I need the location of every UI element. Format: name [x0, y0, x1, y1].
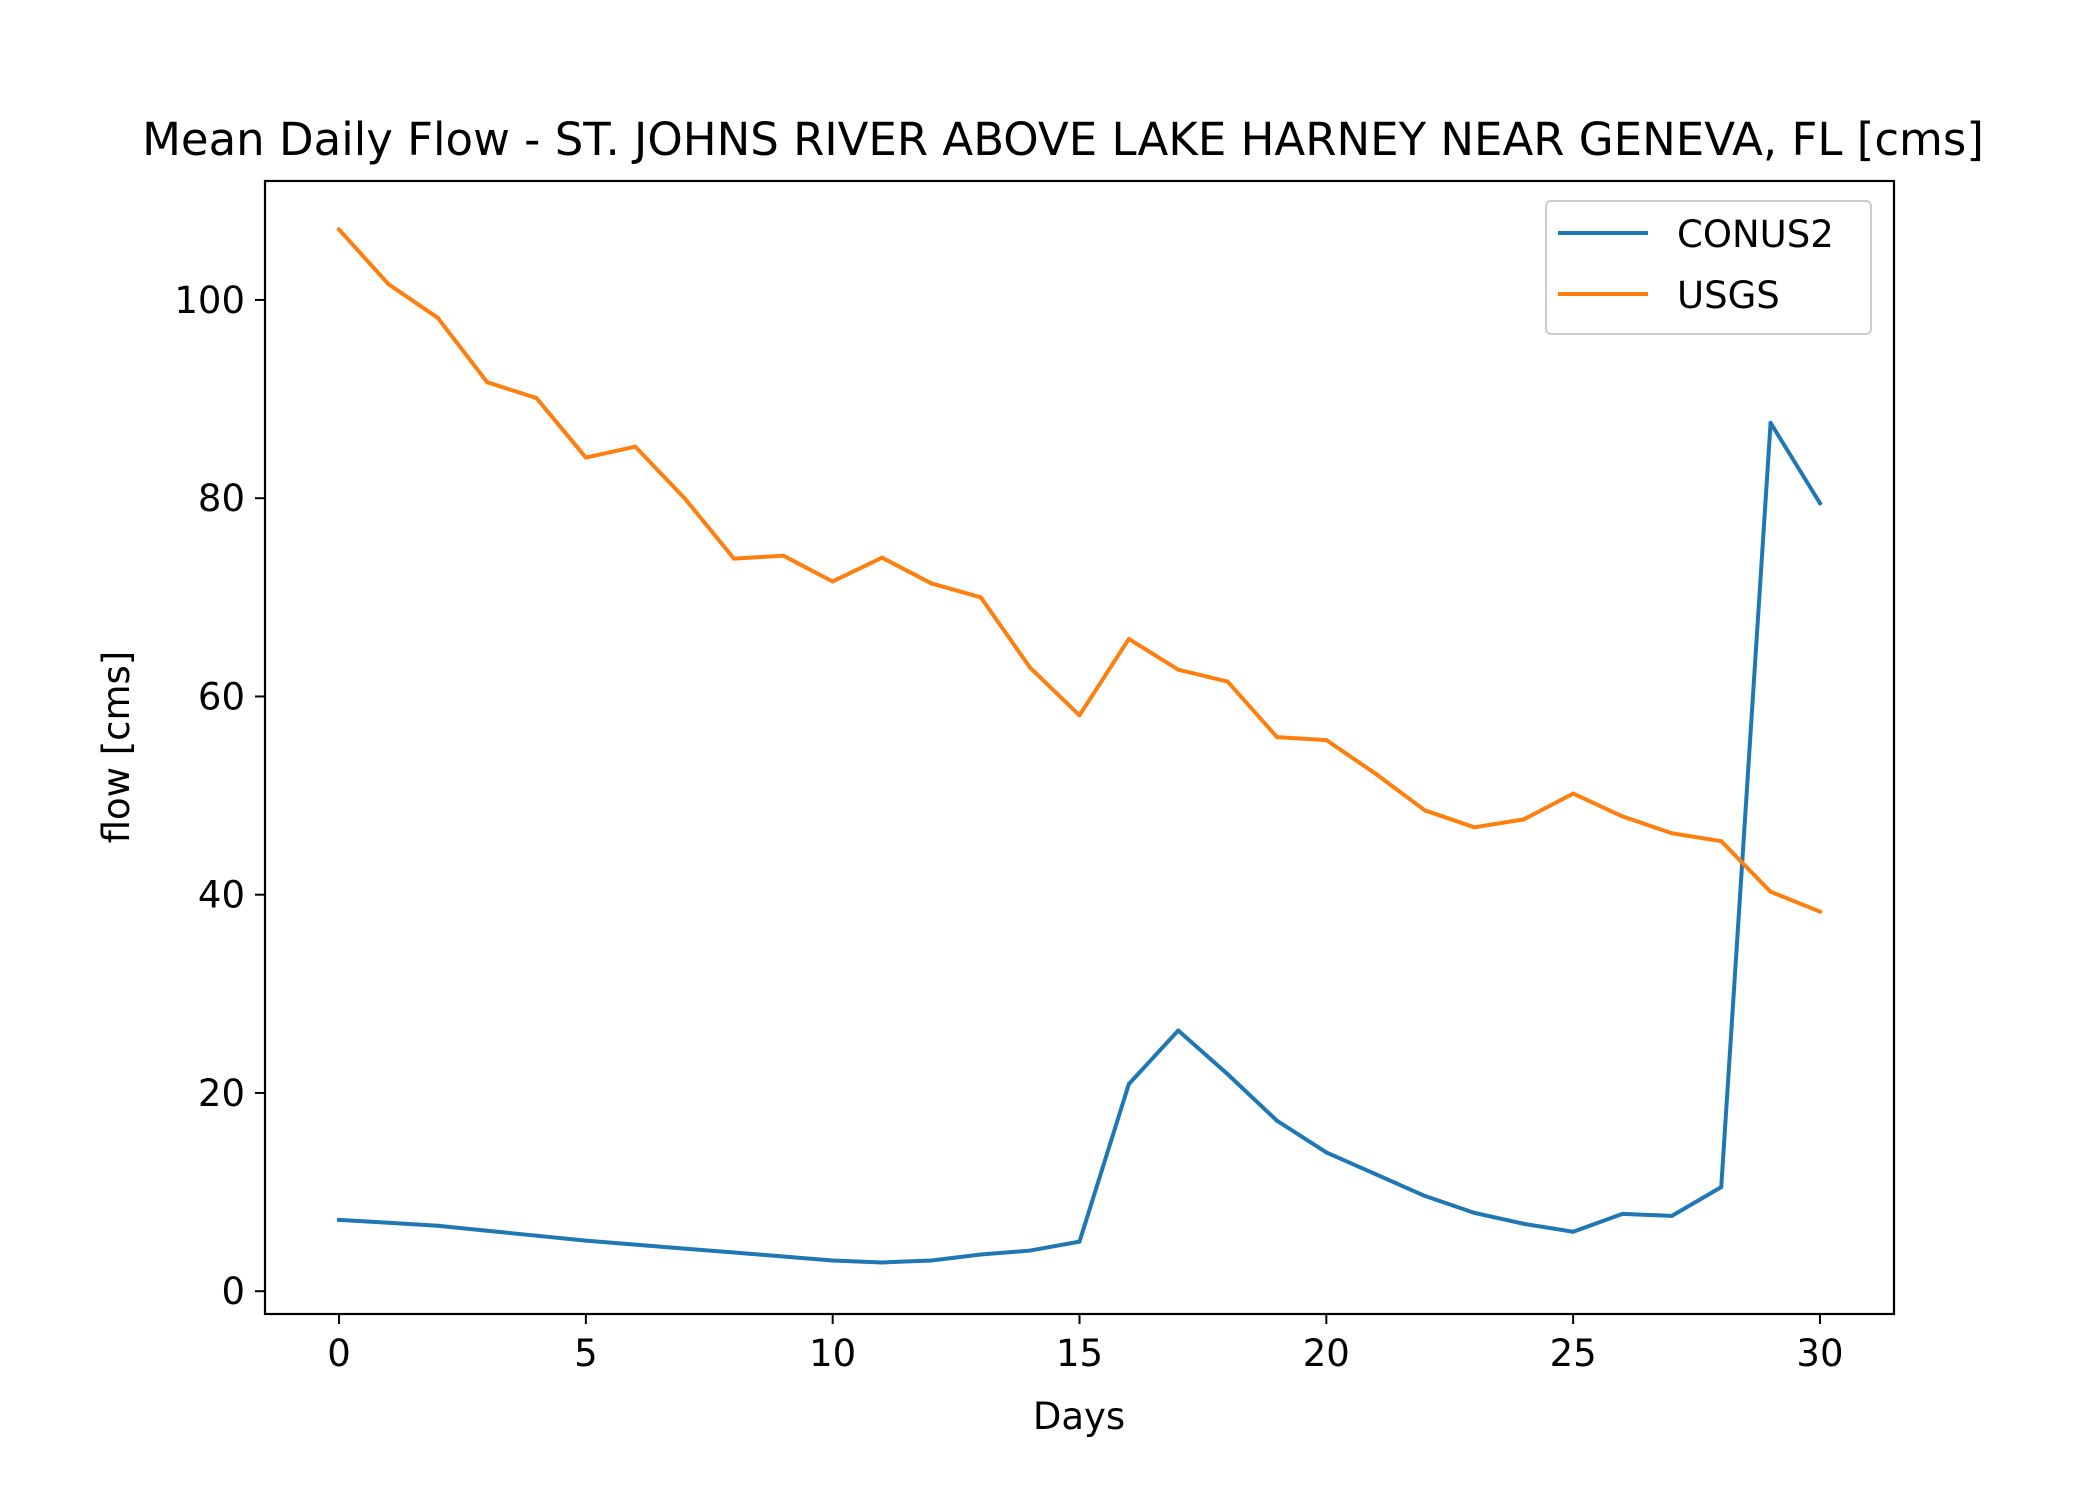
data-point-conus2: [1719, 1185, 1724, 1190]
data-point-conus2: [1669, 1213, 1674, 1218]
data-point-usgs: [1423, 808, 1428, 813]
y-axis-label: flow [cms]: [95, 651, 138, 844]
data-point-usgs: [435, 315, 440, 320]
chart-title: Mean Daily Flow - ST. JOHNS RIVER ABOVE …: [142, 113, 1984, 166]
y-tick-label: 40: [198, 874, 245, 917]
data-point-conus2: [1768, 420, 1773, 425]
data-point-usgs: [1028, 665, 1033, 670]
data-point-usgs: [485, 380, 490, 385]
y-tick-label: 60: [198, 675, 245, 718]
data-point-conus2: [337, 1217, 342, 1222]
data-point-usgs: [337, 227, 342, 232]
data-point-usgs: [1768, 889, 1773, 894]
data-point-usgs: [1620, 814, 1625, 819]
data-point-usgs: [682, 496, 687, 501]
data-point-conus2: [929, 1258, 934, 1263]
y-tick-label: 100: [174, 279, 245, 322]
data-point-conus2: [583, 1238, 588, 1243]
data-point-usgs: [1571, 791, 1576, 796]
data-point-usgs: [978, 595, 983, 600]
data-point-conus2: [1423, 1194, 1428, 1199]
data-point-conus2: [1571, 1229, 1576, 1234]
data-point-conus2: [1817, 501, 1822, 506]
x-tick-label: 20: [1303, 1332, 1350, 1375]
data-point-conus2: [1225, 1072, 1230, 1077]
series-layer: [336, 226, 1823, 1265]
data-point-conus2: [682, 1246, 687, 1251]
data-point-usgs: [534, 396, 539, 401]
y-tick-label: 20: [198, 1072, 245, 1115]
y-axis: 0 20 40 60 80 100: [174, 279, 265, 1313]
data-point-usgs: [1077, 713, 1082, 718]
y-tick-label: 0: [221, 1270, 245, 1313]
x-tick-label: 5: [574, 1332, 598, 1375]
data-point-conus2: [830, 1258, 835, 1263]
data-point-usgs: [583, 455, 588, 460]
data-point-conus2: [435, 1223, 440, 1228]
data-point-conus2: [1373, 1172, 1378, 1177]
data-point-usgs: [880, 555, 885, 560]
data-point-conus2: [731, 1250, 736, 1255]
y-tick-label: 80: [198, 477, 245, 520]
data-point-usgs: [1373, 771, 1378, 776]
data-point-usgs: [929, 581, 934, 586]
data-point-conus2: [1274, 1118, 1279, 1123]
data-point-usgs: [633, 444, 638, 449]
data-point-conus2: [485, 1228, 490, 1233]
data-point-usgs: [731, 556, 736, 561]
x-tick-label: 0: [327, 1332, 351, 1375]
data-point-usgs: [386, 282, 391, 287]
data-point-conus2: [386, 1220, 391, 1225]
legend: CONUS2 USGS: [1545, 200, 1872, 335]
x-tick-label: 30: [1796, 1332, 1843, 1375]
data-point-conus2: [1521, 1221, 1526, 1226]
x-tick-label: 10: [809, 1332, 856, 1375]
data-point-conus2: [1176, 1028, 1181, 1033]
data-point-usgs: [1719, 839, 1724, 844]
x-axis: 0 5 10 15 20 25 30: [327, 1314, 1844, 1375]
data-point-conus2: [781, 1254, 786, 1259]
legend-label-conus2: CONUS2: [1677, 213, 1834, 256]
x-tick-label: 15: [1056, 1332, 1103, 1375]
data-point-conus2: [1077, 1239, 1082, 1244]
data-point-usgs: [1274, 735, 1279, 740]
data-point-usgs: [1669, 831, 1674, 836]
data-point-conus2: [1028, 1248, 1033, 1253]
data-point-conus2: [534, 1233, 539, 1238]
data-point-conus2: [633, 1242, 638, 1247]
data-point-usgs: [1472, 825, 1477, 830]
data-point-conus2: [1620, 1211, 1625, 1216]
data-point-usgs: [830, 579, 835, 584]
data-point-conus2: [1126, 1082, 1131, 1087]
data-point-conus2: [1472, 1210, 1477, 1215]
data-point-usgs: [1324, 738, 1329, 743]
data-point-usgs: [1817, 909, 1822, 914]
data-point-usgs: [1225, 679, 1230, 684]
x-tick-label: 25: [1550, 1332, 1597, 1375]
data-point-conus2: [978, 1252, 983, 1257]
data-point-usgs: [1126, 636, 1131, 641]
data-point-conus2: [1324, 1150, 1329, 1155]
data-point-conus2: [880, 1260, 885, 1265]
data-point-usgs: [1521, 817, 1526, 822]
data-point-usgs: [1176, 667, 1181, 672]
legend-label-usgs: USGS: [1677, 274, 1780, 317]
x-axis-label: Days: [1033, 1395, 1125, 1438]
data-point-usgs: [781, 553, 786, 558]
